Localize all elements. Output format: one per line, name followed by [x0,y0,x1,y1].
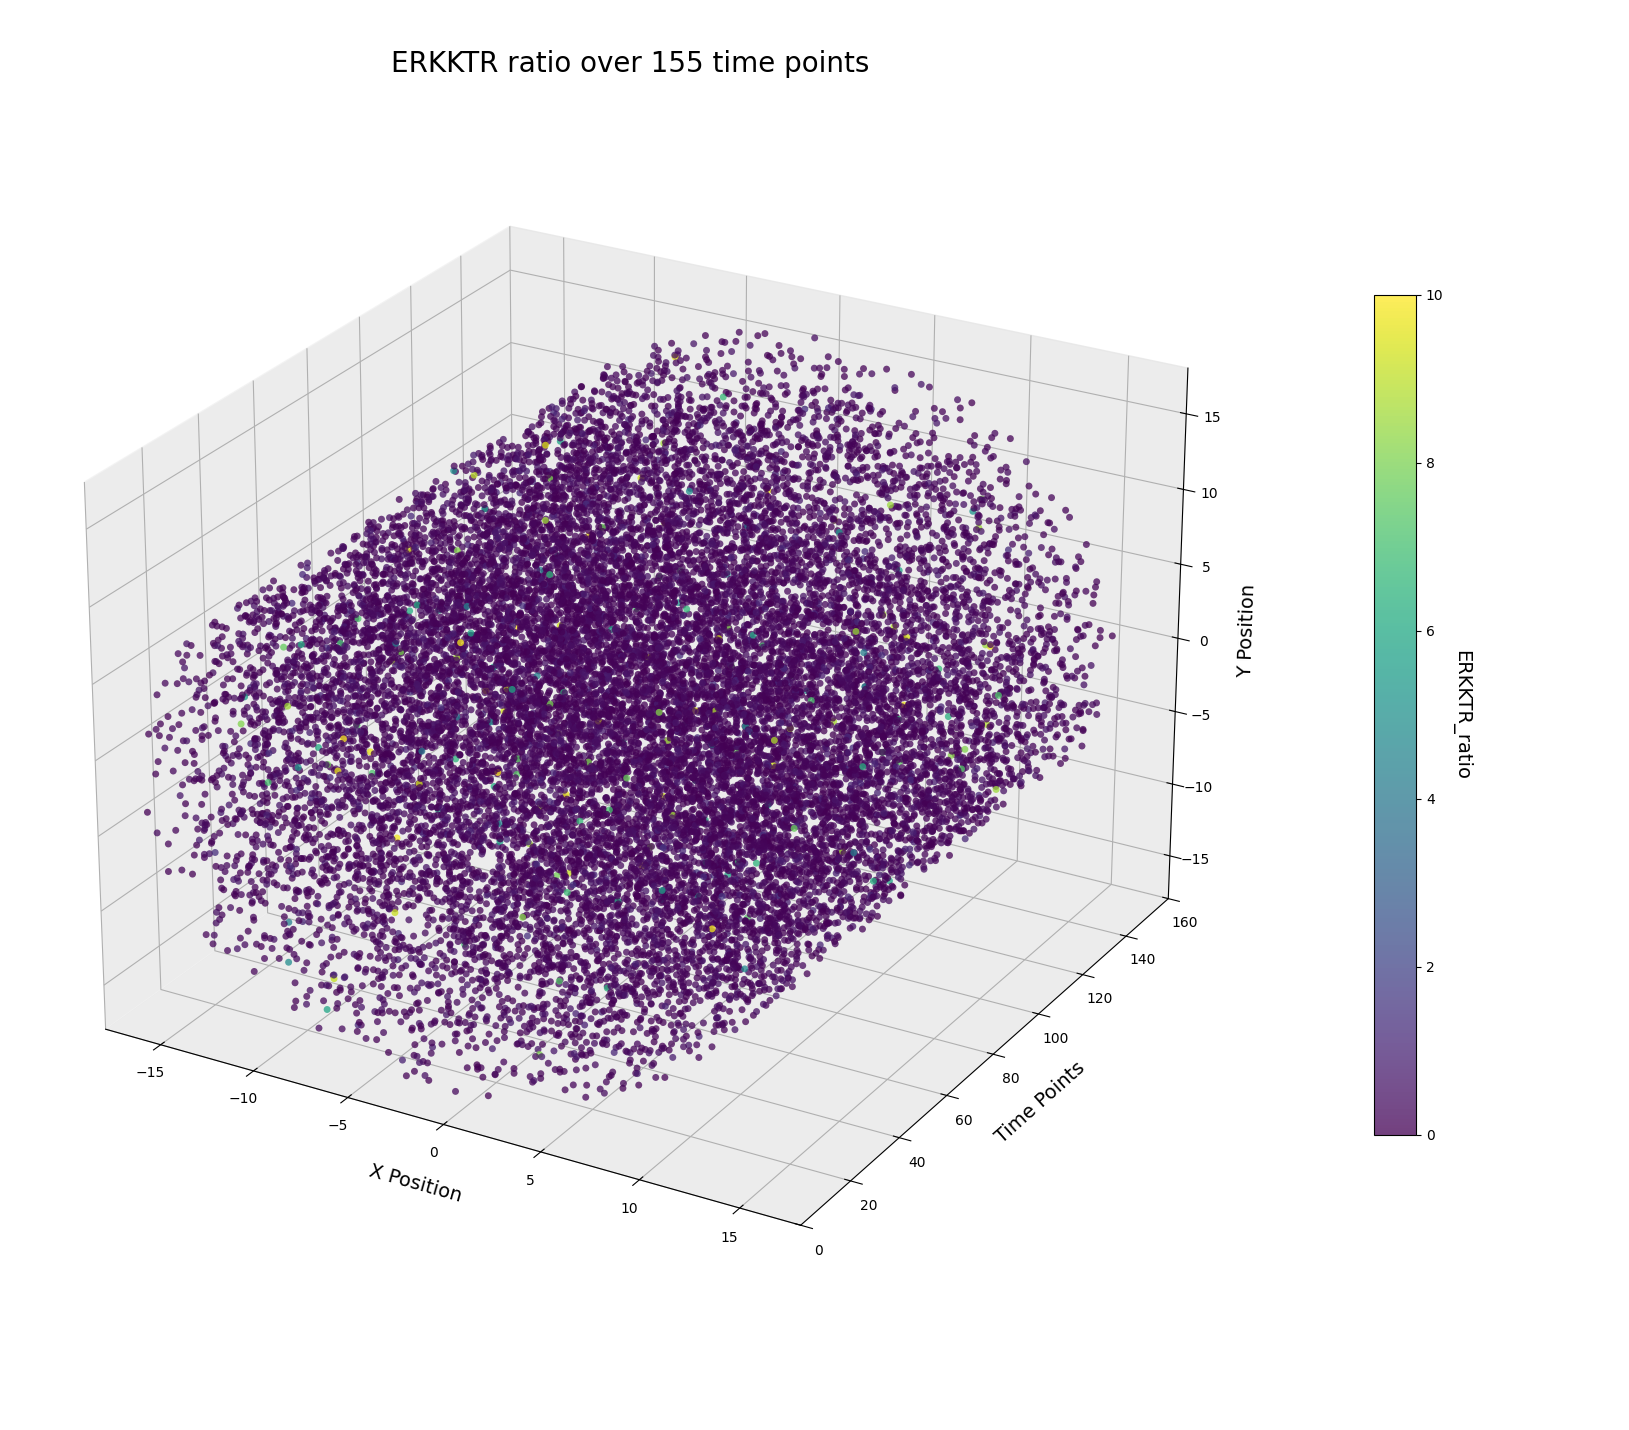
Y-axis label: Time Points: Time Points [992,1058,1088,1147]
Y-axis label: ERKKTR_ratio: ERKKTR_ratio [1451,651,1471,779]
Title: ERKKTR ratio over 155 time points: ERKKTR ratio over 155 time points [391,50,870,77]
X-axis label: X Position: X Position [367,1161,464,1205]
